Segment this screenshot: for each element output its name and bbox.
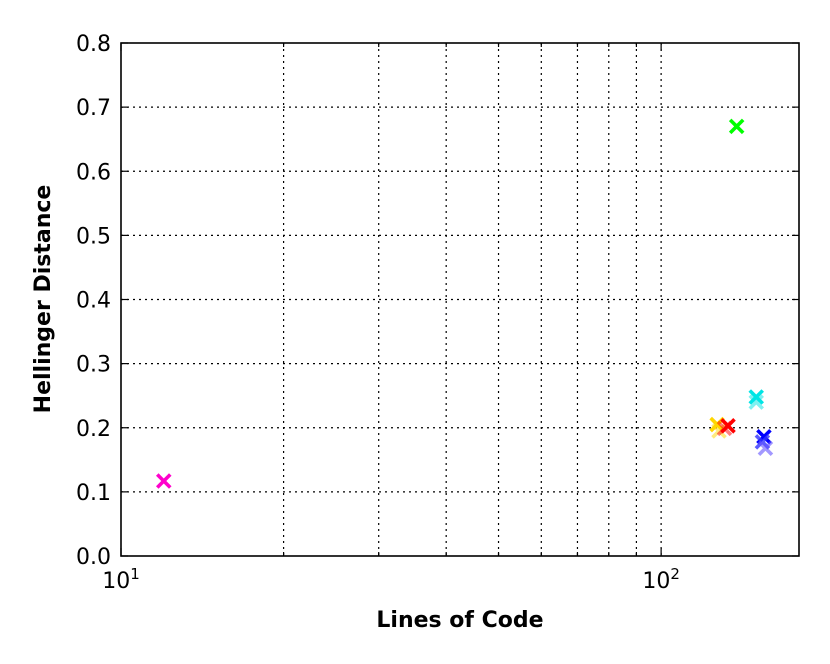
- data-point: [748, 389, 765, 405]
- y-tick-label: 0.6: [76, 160, 111, 185]
- plot-frame: [120, 42, 800, 557]
- point-stroke: [155, 473, 172, 489]
- y-tick-label: 0.4: [76, 289, 111, 314]
- y-tick-label: 0.7: [76, 96, 111, 121]
- x-tick-label: 101: [102, 565, 140, 594]
- y-tick-label: 0.0: [76, 545, 111, 570]
- data-point: [155, 473, 172, 489]
- y-tick-label: 0.3: [76, 353, 111, 378]
- data-point: [728, 118, 745, 135]
- data-points: [155, 118, 774, 489]
- grid-lines: [121, 43, 799, 556]
- point-stroke: [728, 118, 745, 135]
- x-axis-label: Lines of Code: [376, 608, 543, 633]
- point-stroke: [716, 420, 733, 437]
- point-stroke: [757, 440, 774, 457]
- point-stroke: [748, 389, 765, 405]
- y-tick-label: 0.8: [76, 32, 111, 57]
- data-point: [757, 440, 774, 457]
- point-stroke: [754, 434, 771, 450]
- y-tick-label: 0.5: [76, 224, 111, 249]
- x-tick-label: 102: [642, 565, 680, 594]
- y-tick-label: 0.1: [76, 481, 111, 506]
- y-axis-label: Hellinger Distance: [31, 185, 56, 414]
- tick-labels: 0.0 0.1 0.2 0.3 0.4 0.5 0.6 0.7 0.8 101 102: [76, 32, 680, 594]
- data-point: [748, 394, 765, 410]
- y-tick-label: 0.2: [76, 417, 111, 442]
- data-point: [716, 420, 733, 437]
- point-stroke: [748, 394, 765, 410]
